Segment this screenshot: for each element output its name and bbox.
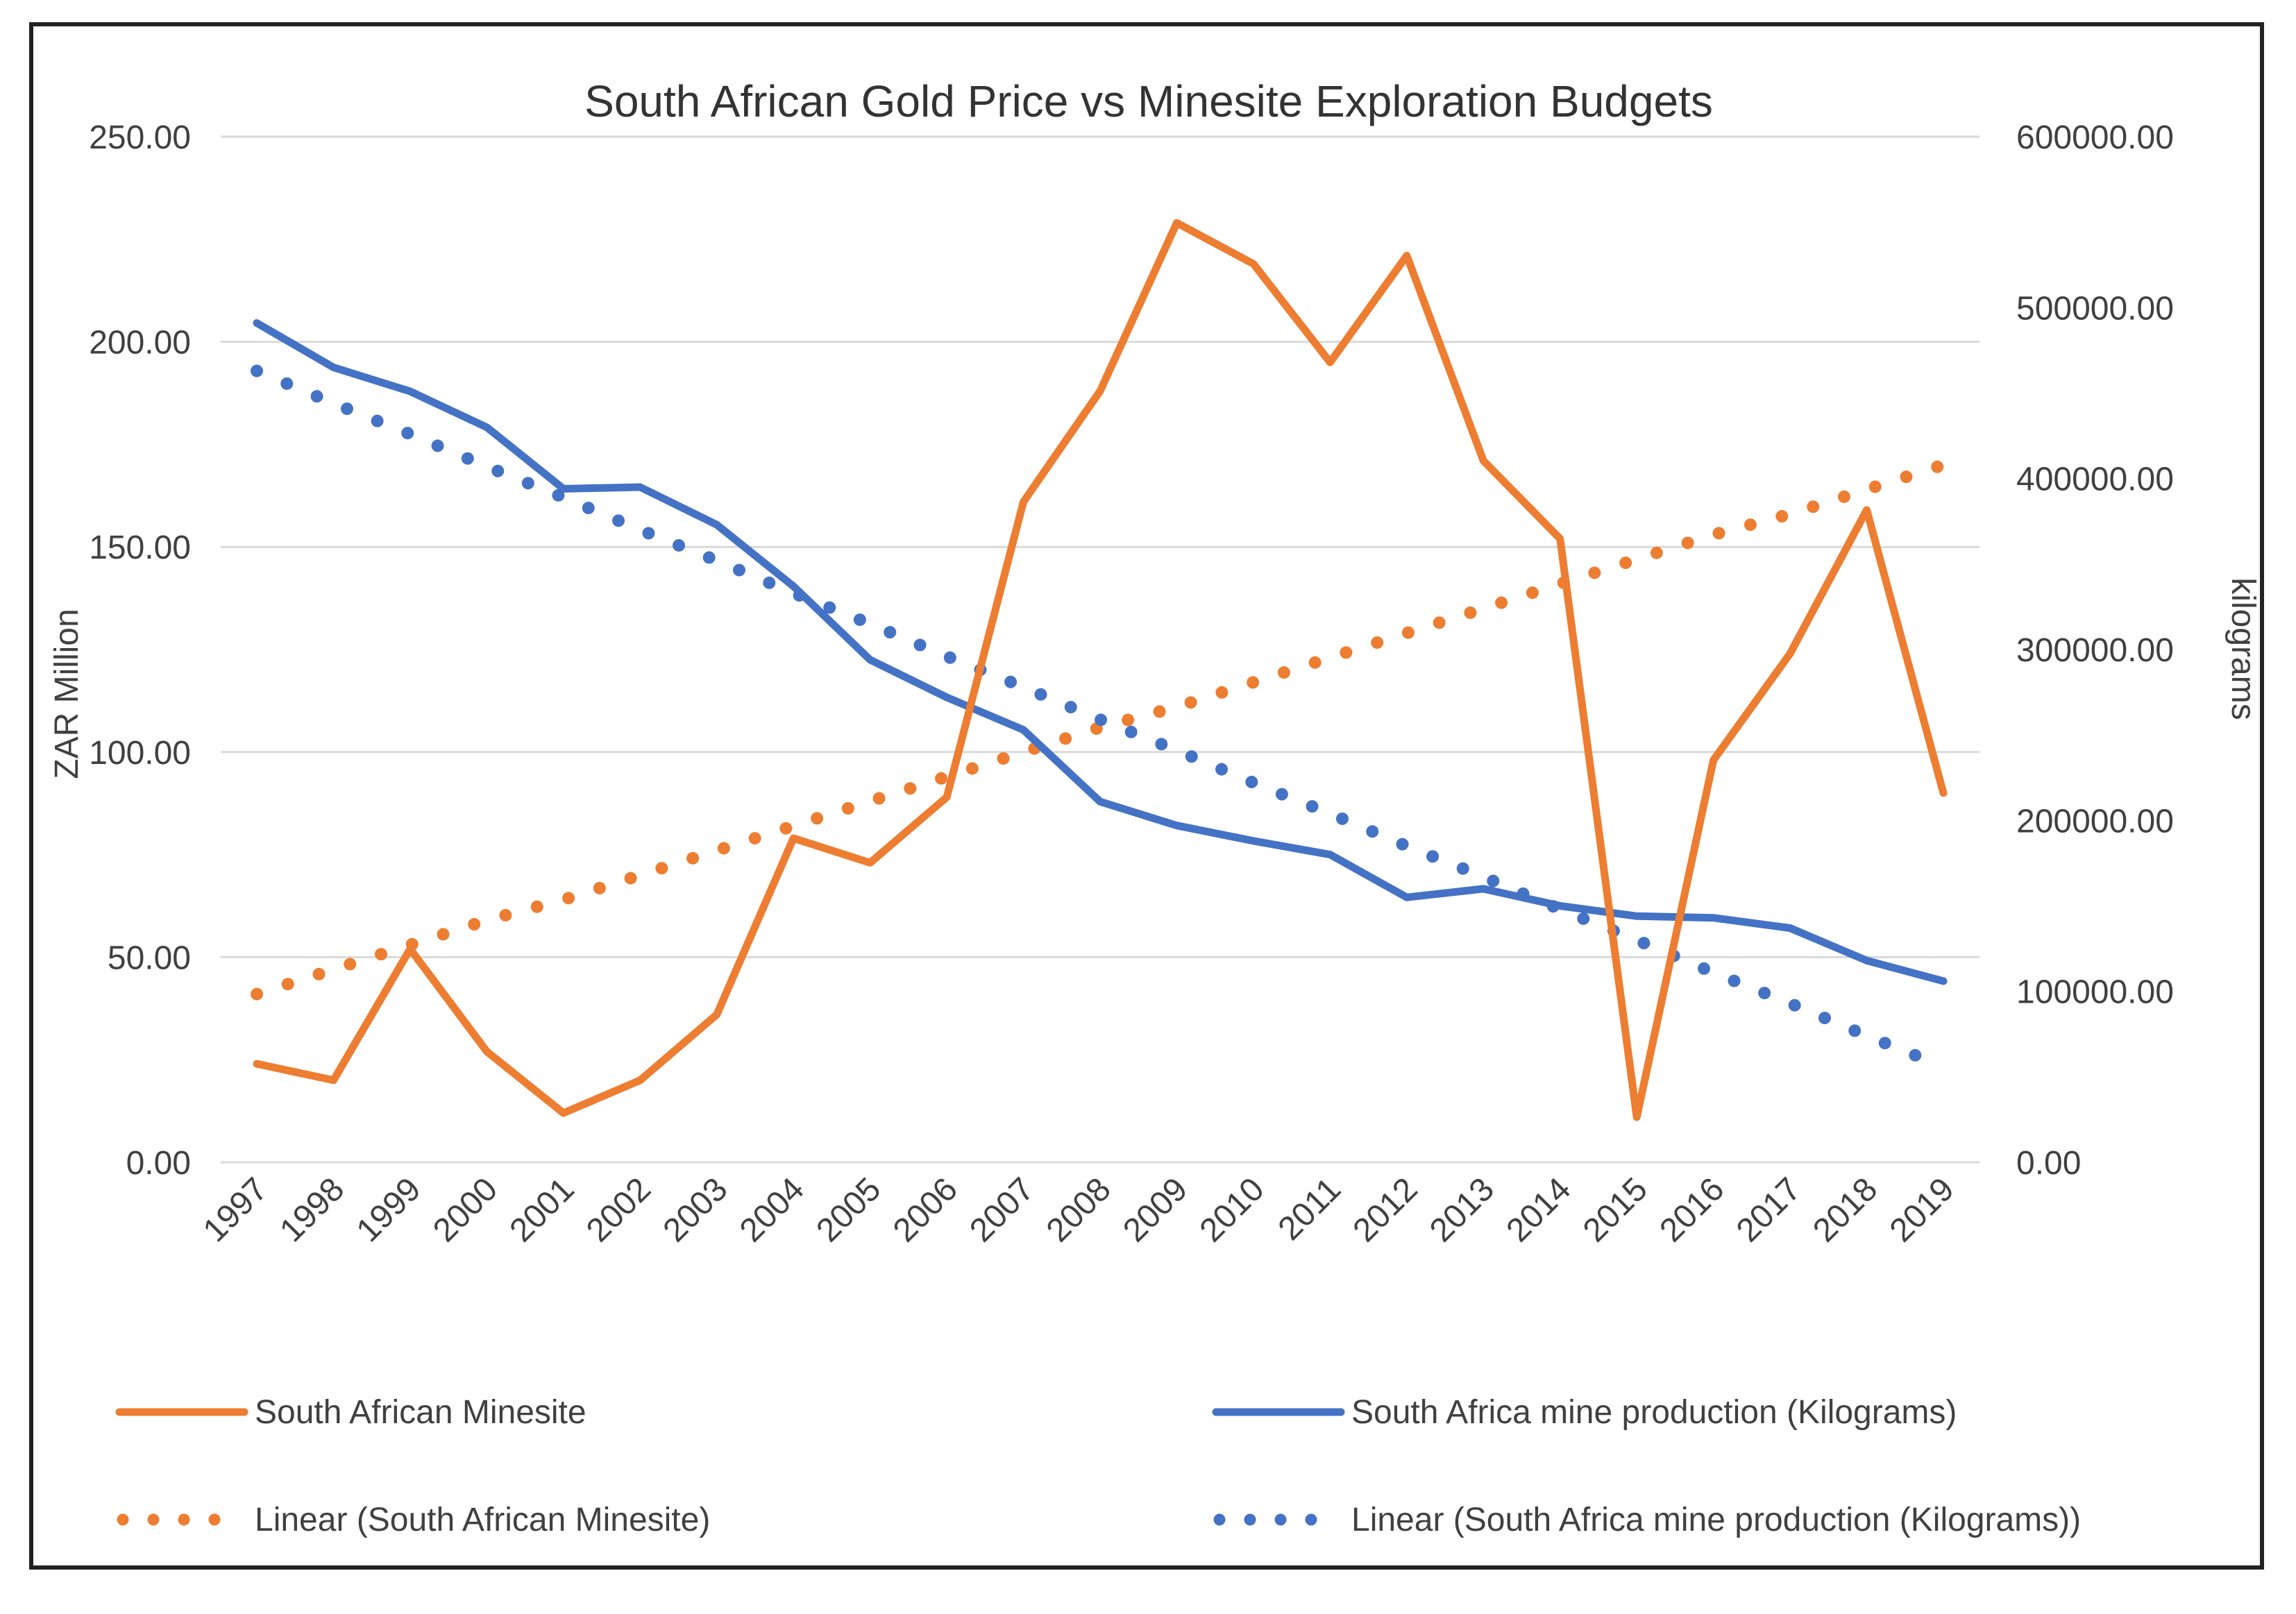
series-line-2 [253, 319, 1948, 985]
legend-label-2: South Africa mine production (Kilograms) [1351, 1394, 1957, 1431]
y-tick-label: 100.00 [89, 735, 191, 772]
x-tick-label: 2001 [503, 1171, 582, 1249]
tick-labels: 0.00 50.00 100.00 150.00 200.00 250.00 0.00 100… [89, 119, 2174, 1249]
x-tick-label: 2007 [963, 1171, 1041, 1249]
y-tick-label: 250.00 [89, 119, 191, 156]
x-tick-label: 2005 [809, 1171, 888, 1249]
y2-tick-label: 0.00 [2016, 1145, 2081, 1182]
chart-title: South African Gold Price vs Minesite Exp… [584, 76, 1713, 126]
x-tick-label: 1998 [273, 1171, 351, 1249]
y-tick-label: 200.00 [89, 325, 191, 362]
y2-tick-label: 100000.00 [2016, 974, 2174, 1011]
x-tick-label: 2003 [657, 1171, 735, 1249]
y-axis-title: ZAR Million [49, 609, 85, 779]
x-tick-label: 1999 [350, 1171, 428, 1249]
x-tick-label: 2002 [580, 1171, 658, 1249]
y2-tick-label: 500000.00 [2016, 290, 2174, 327]
legend-label-4: Linear (South Africa mine production (Ki… [1351, 1502, 2081, 1538]
y-tick-label: 0.00 [126, 1145, 191, 1182]
y2-tick-label: 400000.00 [2016, 461, 2174, 498]
series-layer [251, 219, 1950, 1121]
legend-label-3: Linear (South African Minesite) [255, 1502, 710, 1538]
y2-tick-label: 200000.00 [2016, 803, 2174, 840]
y2-axis-title: kilograms [2225, 577, 2261, 720]
x-tick-label: 2014 [1500, 1171, 1578, 1249]
x-tick-label: 2006 [886, 1171, 965, 1249]
x-tick-label: 2016 [1653, 1171, 1731, 1249]
y2-tick-label: 600000.00 [2016, 119, 2174, 156]
x-tick-label: 2010 [1193, 1171, 1272, 1249]
x-tick-label: 2013 [1423, 1171, 1501, 1249]
x-tick-label: 2018 [1806, 1171, 1884, 1249]
x-tick-label: 2012 [1347, 1171, 1425, 1249]
x-tick-label: 2019 [1883, 1171, 1961, 1249]
x-tick-label: 2011 [1272, 1171, 1348, 1247]
y-tick-label: 50.00 [108, 940, 191, 976]
gridlines [221, 135, 1980, 1164]
legend: South African Minesite South Africa mine … [115, 1394, 2081, 1538]
y-tick-label: 150.00 [89, 529, 191, 566]
legend-label-1: South African Minesite [255, 1394, 586, 1431]
series-line-4 [251, 364, 1950, 1073]
x-tick-label: 2017 [1730, 1171, 1808, 1249]
x-tick-label: 2004 [733, 1171, 811, 1249]
y2-tick-label: 300000.00 [2016, 632, 2174, 669]
x-tick-label: 2009 [1116, 1171, 1195, 1249]
x-tick-label: 2015 [1576, 1171, 1655, 1249]
series-line-1 [253, 219, 1948, 1121]
x-tick-label: 1997 [196, 1171, 275, 1249]
series-line-3 [251, 459, 1950, 1001]
x-tick-label: 2000 [426, 1171, 505, 1249]
x-tick-label: 2008 [1040, 1171, 1118, 1249]
